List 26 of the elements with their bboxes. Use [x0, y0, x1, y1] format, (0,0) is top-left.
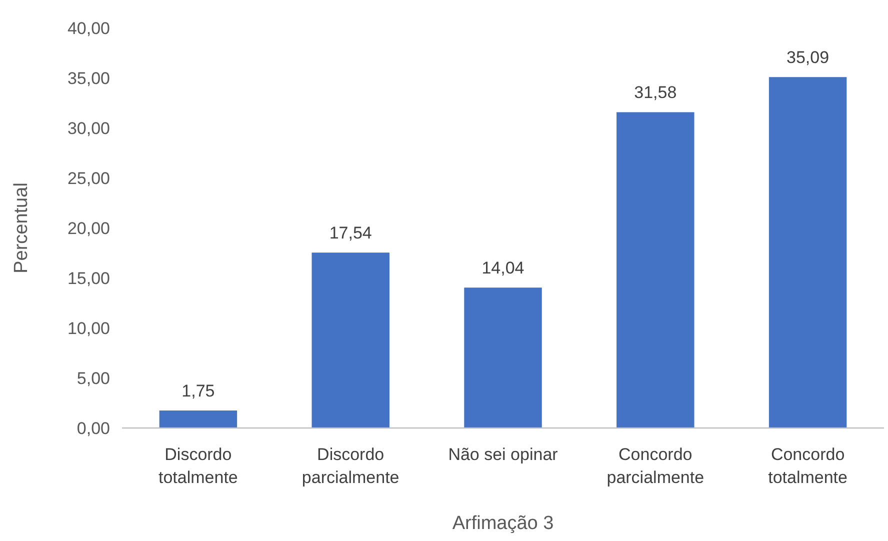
x-tick-label: Discordo totalmente — [158, 445, 238, 487]
x-tick-label: Discordo parcialmente — [302, 445, 400, 487]
y-tick-label: 20,00 — [67, 218, 110, 238]
y-tick-label: 0,00 — [76, 418, 110, 438]
y-axis-title: Percentual — [11, 182, 32, 274]
x-tick-label: Concordo parcialmente — [606, 445, 704, 487]
bar — [312, 252, 390, 428]
bar — [768, 77, 847, 428]
bar — [616, 112, 694, 428]
y-tick-label: 15,00 — [67, 268, 110, 288]
data-label: 17,54 — [329, 224, 372, 243]
x-tick-label: Não sei opinar — [448, 445, 558, 464]
x-axis-title: Arfimação 3 — [452, 513, 554, 534]
y-tick-label: 40,00 — [67, 18, 110, 38]
data-label: 31,58 — [634, 83, 677, 102]
data-label: 1,75 — [182, 382, 215, 400]
bar — [464, 288, 542, 428]
data-label: 14,04 — [482, 258, 524, 278]
x-tick-label: Concordo totalmente — [768, 445, 848, 487]
y-tick-label: 5,00 — [76, 368, 110, 388]
y-tick-label: 30,00 — [67, 118, 110, 138]
data-label: 35,09 — [786, 48, 830, 68]
y-tick-label: 25,00 — [67, 168, 110, 188]
bar — [159, 410, 238, 428]
y-tick-label: 10,00 — [67, 318, 110, 338]
y-tick-label: 35,00 — [67, 68, 110, 88]
